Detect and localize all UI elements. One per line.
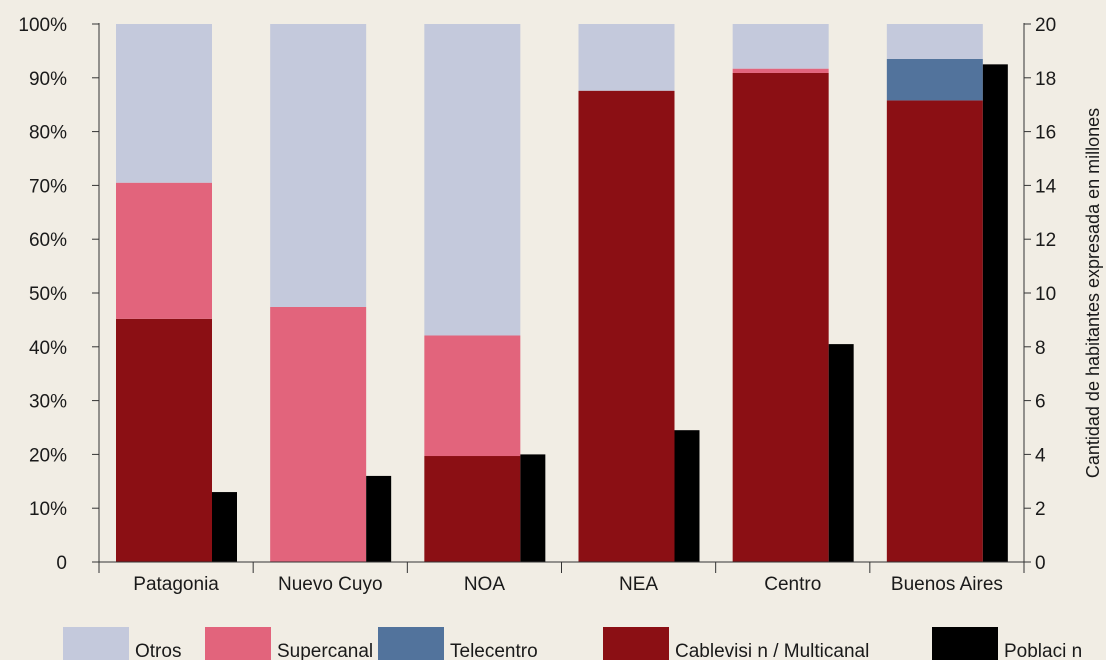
right-tick-label: 2 [1035,499,1046,520]
left-tick-label: 10% [29,499,67,520]
right-tick-label: 10 [1035,284,1056,305]
bar-poblaci-n-noa [520,454,546,562]
legend-item-poblaci-n: Poblaci n [932,627,1082,660]
right-axis-label: Cantidad de habitantes expresada en mill… [1083,108,1103,478]
legend: Otros Supercanal Telecentro Cablevisi n / M… [63,627,1082,660]
legend-label: Poblaci n [1004,641,1082,660]
x-tick-label: NOA [464,574,506,595]
bar-supercanal-noa [424,335,521,457]
left-tick-label: 0 [56,553,67,574]
bar-otros-patagonia [116,24,212,183]
bar-poblaci-n-centro [828,344,854,562]
axes-group: 0 10% 20% 30% 40% 50% 60% 70% 80% 90% 100% 0 2 4 6 8 10 1… [18,15,1103,595]
x-tick-label: NEA [619,574,658,595]
legend-swatch [205,627,271,660]
bar-cablevisi-n-multicanal-patagonia [116,318,212,562]
right-tick-label: 0 [1035,553,1046,574]
left-tick-label: 50% [29,284,67,305]
bar-poblaci-n-nea [674,430,700,562]
legend-item-cablevisi-n-multicanal: Cablevisi n / Multicanal [603,627,869,660]
bar-supercanal-nuevo-cuyo [270,306,367,562]
legend-label: Supercanal [277,641,373,660]
x-tick-label: Buenos Aires [891,574,1003,595]
left-tick-label: 90% [29,69,67,90]
left-tick-label: 60% [29,230,67,251]
bar-otros-noa [424,24,521,336]
bar-otros-nea [578,24,675,91]
legend-swatch [63,627,129,660]
right-tick-label: 12 [1035,230,1056,251]
legend-swatch [603,627,669,660]
bar-supercanal-centro [732,68,829,73]
x-tick-label: Centro [764,574,821,595]
left-tick-label: 20% [29,445,67,466]
bars-group [116,24,1008,563]
right-tick-label: 18 [1035,69,1056,90]
legend-label: Telecentro [450,641,538,660]
left-tick-label: 40% [29,338,67,359]
bar-supercanal-patagonia [116,182,212,319]
right-tick-label: 14 [1035,176,1057,197]
bar-cablevisi-n-multicanal-nea [578,90,675,562]
right-tick-label: 6 [1035,392,1046,413]
right-tick-label: 16 [1035,123,1056,144]
legend-item-telecentro: Telecentro [378,627,538,660]
bar-poblaci-n-patagonia [212,492,237,562]
bar-cablevisi-n-multicanal-noa [424,456,521,562]
bar-poblaci-n-buenos-aires [982,64,1008,562]
left-tick-label: 70% [29,176,67,197]
right-tick-label: 20 [1035,15,1056,36]
bar-poblaci-n-nuevo-cuyo [366,475,392,562]
left-tick-label: 80% [29,123,67,144]
legend-item-supercanal: Supercanal [205,627,373,660]
legend-swatch [378,627,444,660]
bar-telecentro-buenos-aires [886,58,983,101]
legend-label: Cablevisi n / Multicanal [675,641,869,660]
x-tick-label: Nuevo Cuyo [278,574,383,595]
legend-label: Otros [135,641,181,660]
legend-item-otros: Otros [63,627,181,660]
bar-cablevisi-n-multicanal-centro [732,72,829,562]
left-tick-label: 100% [18,15,67,36]
right-tick-label: 8 [1035,338,1046,359]
right-tick-label: 4 [1035,445,1046,466]
x-tick-label: Patagonia [133,574,219,595]
legend-swatch [932,627,998,660]
bar-otros-centro [732,24,829,69]
left-tick-label: 30% [29,392,67,413]
bar-otros-buenos-aires [886,24,983,59]
bar-cablevisi-n-multicanal-buenos-aires [886,100,983,563]
bar-otros-nuevo-cuyo [270,24,367,307]
